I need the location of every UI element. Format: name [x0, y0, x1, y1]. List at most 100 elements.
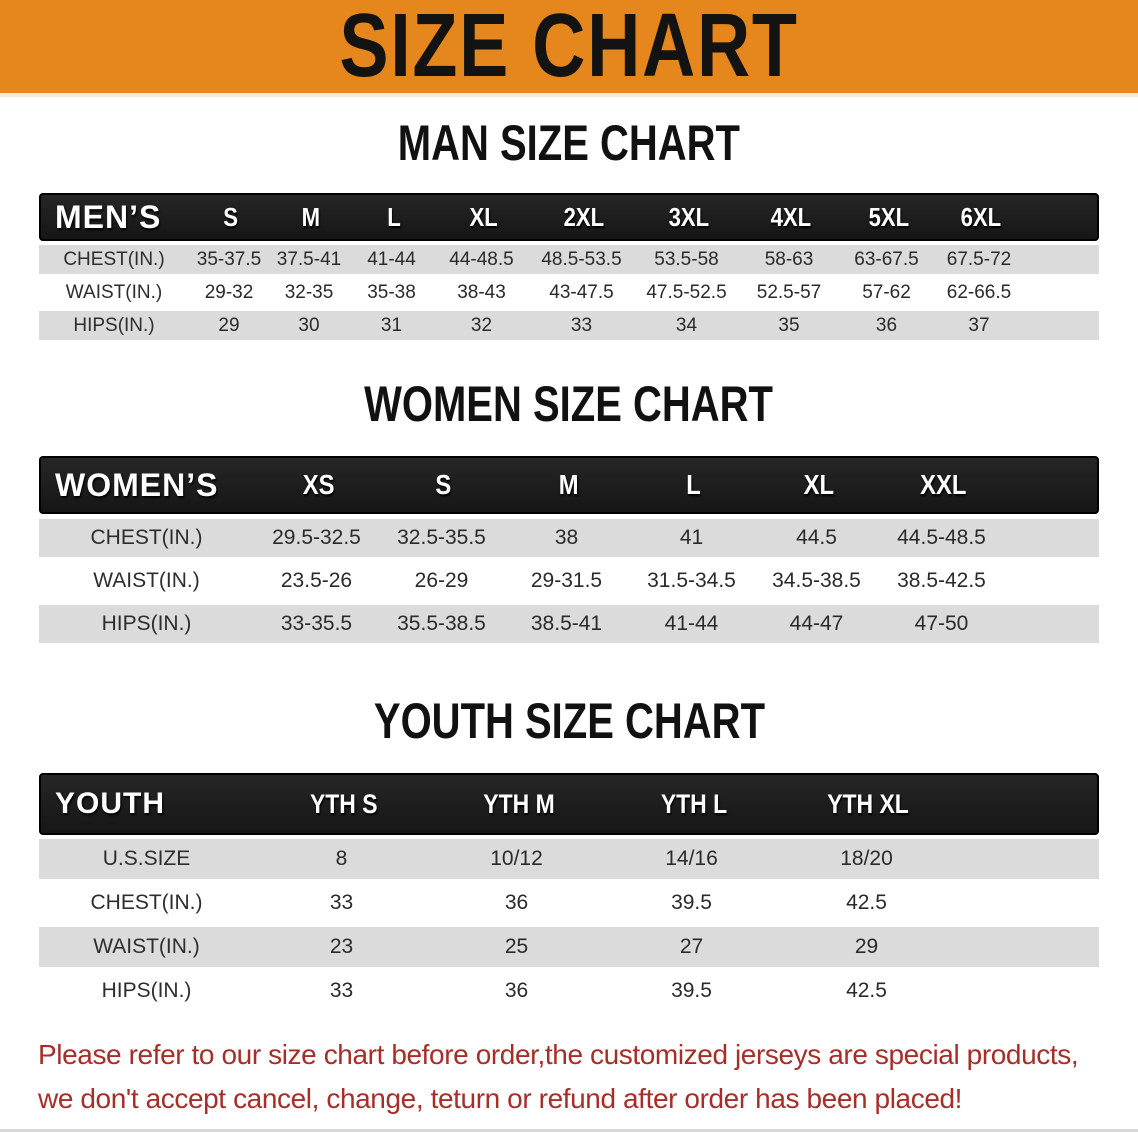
value-cell: 38-43 — [457, 281, 506, 303]
value-cell: 48.5-53.5 — [541, 248, 622, 270]
value-cell: 47.5-52.5 — [646, 281, 727, 303]
value-cell: 36 — [875, 314, 898, 336]
table-row: WAIST(IN.) 23.5-26 26-29 29-31.5 31.5-34.5 34… — [39, 562, 1099, 600]
size-column-label: XL — [803, 469, 834, 500]
size-column-header: L — [351, 202, 436, 233]
size-column-header: YTH L — [606, 789, 781, 820]
table-row: WAIST(IN.) 29-32 32-35 35-38 38-43 43-47.5 47.… — [39, 278, 1099, 307]
value-cell: 44.5-48.5 — [897, 526, 986, 549]
value-cell: 29 — [218, 314, 240, 336]
value-cell: 35-37.5 — [196, 248, 262, 270]
value-cell: 42.5 — [846, 979, 887, 1002]
value-cell: 52.5-57 — [756, 281, 822, 303]
row-label: CHEST(IN.) — [90, 526, 203, 549]
value-cell: 33-35.5 — [280, 612, 353, 635]
table-row: CHEST(IN.) 33 36 39.5 42.5 — [39, 883, 1099, 923]
value-cell: 35.5-38.5 — [397, 612, 486, 635]
women-table-title: WOMEN’S — [55, 466, 219, 503]
size-column-header: S — [381, 469, 506, 501]
table-row: WAIST(IN.) 23 25 27 29 — [39, 927, 1099, 967]
section-men: MAN SIZE CHART MEN’S S M L XL 2XL 3XL 4XL 5XL 6XL C… — [0, 117, 1138, 340]
value-cell: 62-66.5 — [946, 281, 1012, 303]
size-column-header: XS — [256, 469, 381, 501]
value-cell: 34 — [675, 314, 698, 336]
size-column-header: XL — [756, 469, 881, 501]
value-cell: 10/12 — [490, 847, 543, 870]
value-cell: 63-67.5 — [854, 248, 919, 270]
row-label: WAIST(IN.) — [93, 935, 200, 958]
value-cell: 39.5 — [671, 891, 712, 914]
table-row: U.S.SIZE 8 10/12 14/16 18/20 — [39, 839, 1099, 879]
value-cell: 33 — [570, 314, 593, 336]
size-column-label: XXL — [920, 469, 967, 500]
value-cell: 32 — [470, 314, 493, 336]
value-cell: 23 — [329, 935, 354, 958]
row-label: U.S.SIZE — [102, 847, 191, 870]
value-cell: 38.5-42.5 — [897, 569, 986, 592]
size-column-label: S — [435, 469, 452, 500]
disclaimer: Please refer to our size chart before or… — [0, 1033, 1138, 1121]
value-cell: 27 — [679, 935, 704, 958]
size-column-label: 5XL — [868, 201, 909, 232]
section-heading-women: WOMEN SIZE CHART — [0, 378, 1138, 430]
youth-table-header: YOUTH YTH S YTH M YTH L YTH XL — [39, 773, 1099, 835]
size-column-header: XL — [436, 202, 531, 233]
value-cell: 44.5 — [796, 526, 837, 549]
value-cell: 39.5 — [671, 979, 712, 1002]
table-row: HIPS(IN.) 29 30 31 32 33 34 35 36 37 — [39, 311, 1099, 340]
value-cell: 18/20 — [840, 847, 893, 870]
men-table-header: MEN’S S M L XL 2XL 3XL 4XL 5XL 6XL — [39, 193, 1099, 241]
table-row: CHEST(IN.) 29.5-32.5 32.5-35.5 38 41 44.5 44.5… — [39, 519, 1099, 557]
value-cell: 41-44 — [367, 248, 416, 270]
size-column-header: S — [191, 202, 271, 233]
value-cell: 29.5-32.5 — [272, 526, 361, 549]
size-column-header: 6XL — [936, 202, 1026, 233]
table-row: CHEST(IN.) 35-37.5 37.5-41 41-44 44-48.5 48.5… — [39, 245, 1099, 274]
value-cell: 31 — [380, 314, 403, 336]
value-cell: 31.5-34.5 — [647, 569, 736, 592]
youth-size-table: YOUTH YTH S YTH M YTH L YTH XL U.S.SIZE 8 10/12… — [39, 773, 1099, 1011]
women-size-table: WOMEN’S XS S M L XL XXL CHEST(IN.) 29.5-32.5 32.5… — [39, 456, 1099, 643]
value-cell: 33 — [329, 891, 354, 914]
value-cell: 33 — [329, 979, 354, 1002]
section-heading-men: MAN SIZE CHART — [0, 117, 1138, 169]
section-women: WOMEN SIZE CHART WOMEN’S XS S M L XL XXL CHEST(I… — [0, 378, 1138, 643]
value-cell: 57-62 — [862, 281, 911, 303]
table-row: HIPS(IN.) 33 36 39.5 42.5 — [39, 971, 1099, 1011]
size-column-label: YTH M — [482, 788, 555, 819]
value-cell: 44-48.5 — [449, 248, 514, 270]
banner: SIZE CHART — [0, 0, 1138, 97]
bottom-border — [0, 1129, 1138, 1132]
value-cell: 37.5-41 — [276, 248, 342, 270]
disclaimer-line-2: we don't accept cancel, change, teturn o… — [38, 1083, 963, 1114]
size-column-label: YTH S — [309, 788, 378, 819]
value-cell: 47-50 — [914, 612, 969, 635]
value-cell: 23.5-26 — [280, 569, 353, 592]
size-column-header: 5XL — [841, 202, 936, 233]
size-column-label: 6XL — [960, 201, 1002, 232]
value-cell: 58-63 — [764, 248, 814, 270]
row-label: HIPS(IN.) — [73, 314, 155, 336]
section-heading-youth: YOUTH SIZE CHART — [0, 695, 1138, 747]
value-cell: 32.5-35.5 — [397, 526, 486, 549]
section-youth: YOUTH SIZE CHART YOUTH YTH S YTH M YTH L YTH … — [0, 695, 1138, 1011]
value-cell: 42.5 — [846, 891, 887, 914]
size-column-label: YTH L — [660, 788, 727, 819]
size-column-header: 2XL — [531, 202, 636, 233]
value-cell: 38.5-41 — [530, 612, 603, 635]
section-heading-text: MAN SIZE CHART — [397, 115, 741, 171]
sections-container: MAN SIZE CHART MEN’S S M L XL 2XL 3XL 4XL 5XL 6XL C… — [0, 117, 1138, 1011]
size-column-header: M — [271, 202, 351, 233]
value-cell: 36 — [504, 891, 529, 914]
value-cell: 30 — [298, 314, 320, 336]
size-column-label: M — [301, 201, 321, 232]
section-heading-text: YOUTH SIZE CHART — [373, 693, 765, 749]
row-label: WAIST(IN.) — [65, 281, 163, 303]
size-column-header: XXL — [881, 469, 1006, 501]
size-column-header: YTH S — [256, 789, 431, 820]
size-column-label: S — [223, 201, 239, 232]
men-size-table: MEN’S S M L XL 2XL 3XL 4XL 5XL 6XL CHEST(IN.) 35-37… — [39, 193, 1099, 340]
value-cell: 25 — [504, 935, 529, 958]
value-cell: 67.5-72 — [946, 248, 1012, 270]
